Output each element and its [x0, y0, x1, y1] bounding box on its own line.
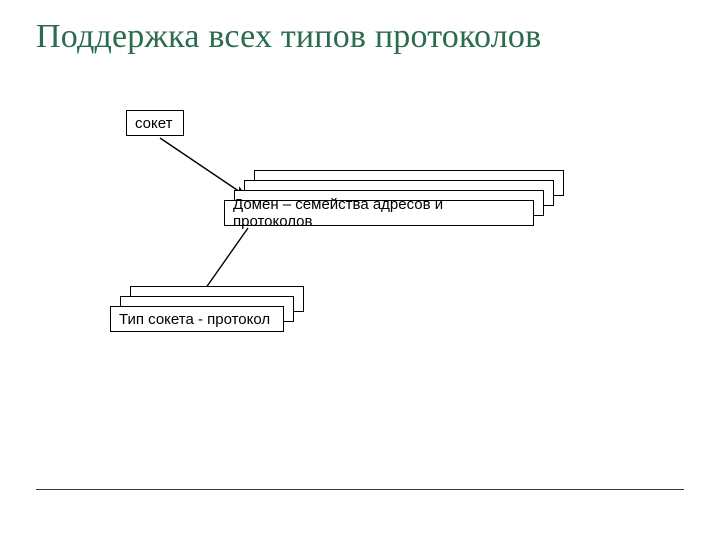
socket-label: сокет [135, 115, 172, 132]
domain-box-label: Домен – семейства адресов и протоколов [233, 196, 525, 230]
domain-box-front: Домен – семейства адресов и протоколов [224, 200, 534, 226]
slide-title: Поддержка всех типов протоколов [36, 18, 541, 56]
slide: Поддержка всех типов протоколов сокет До… [0, 0, 720, 540]
type-box-label: Тип сокета - протокол [119, 311, 270, 328]
type-box-front: Тип сокета - протокол [110, 306, 284, 332]
socket-box: сокет [126, 110, 184, 136]
arrows-layer [0, 0, 720, 540]
bottom-rule [36, 489, 684, 490]
arrow-0 [160, 138, 246, 196]
